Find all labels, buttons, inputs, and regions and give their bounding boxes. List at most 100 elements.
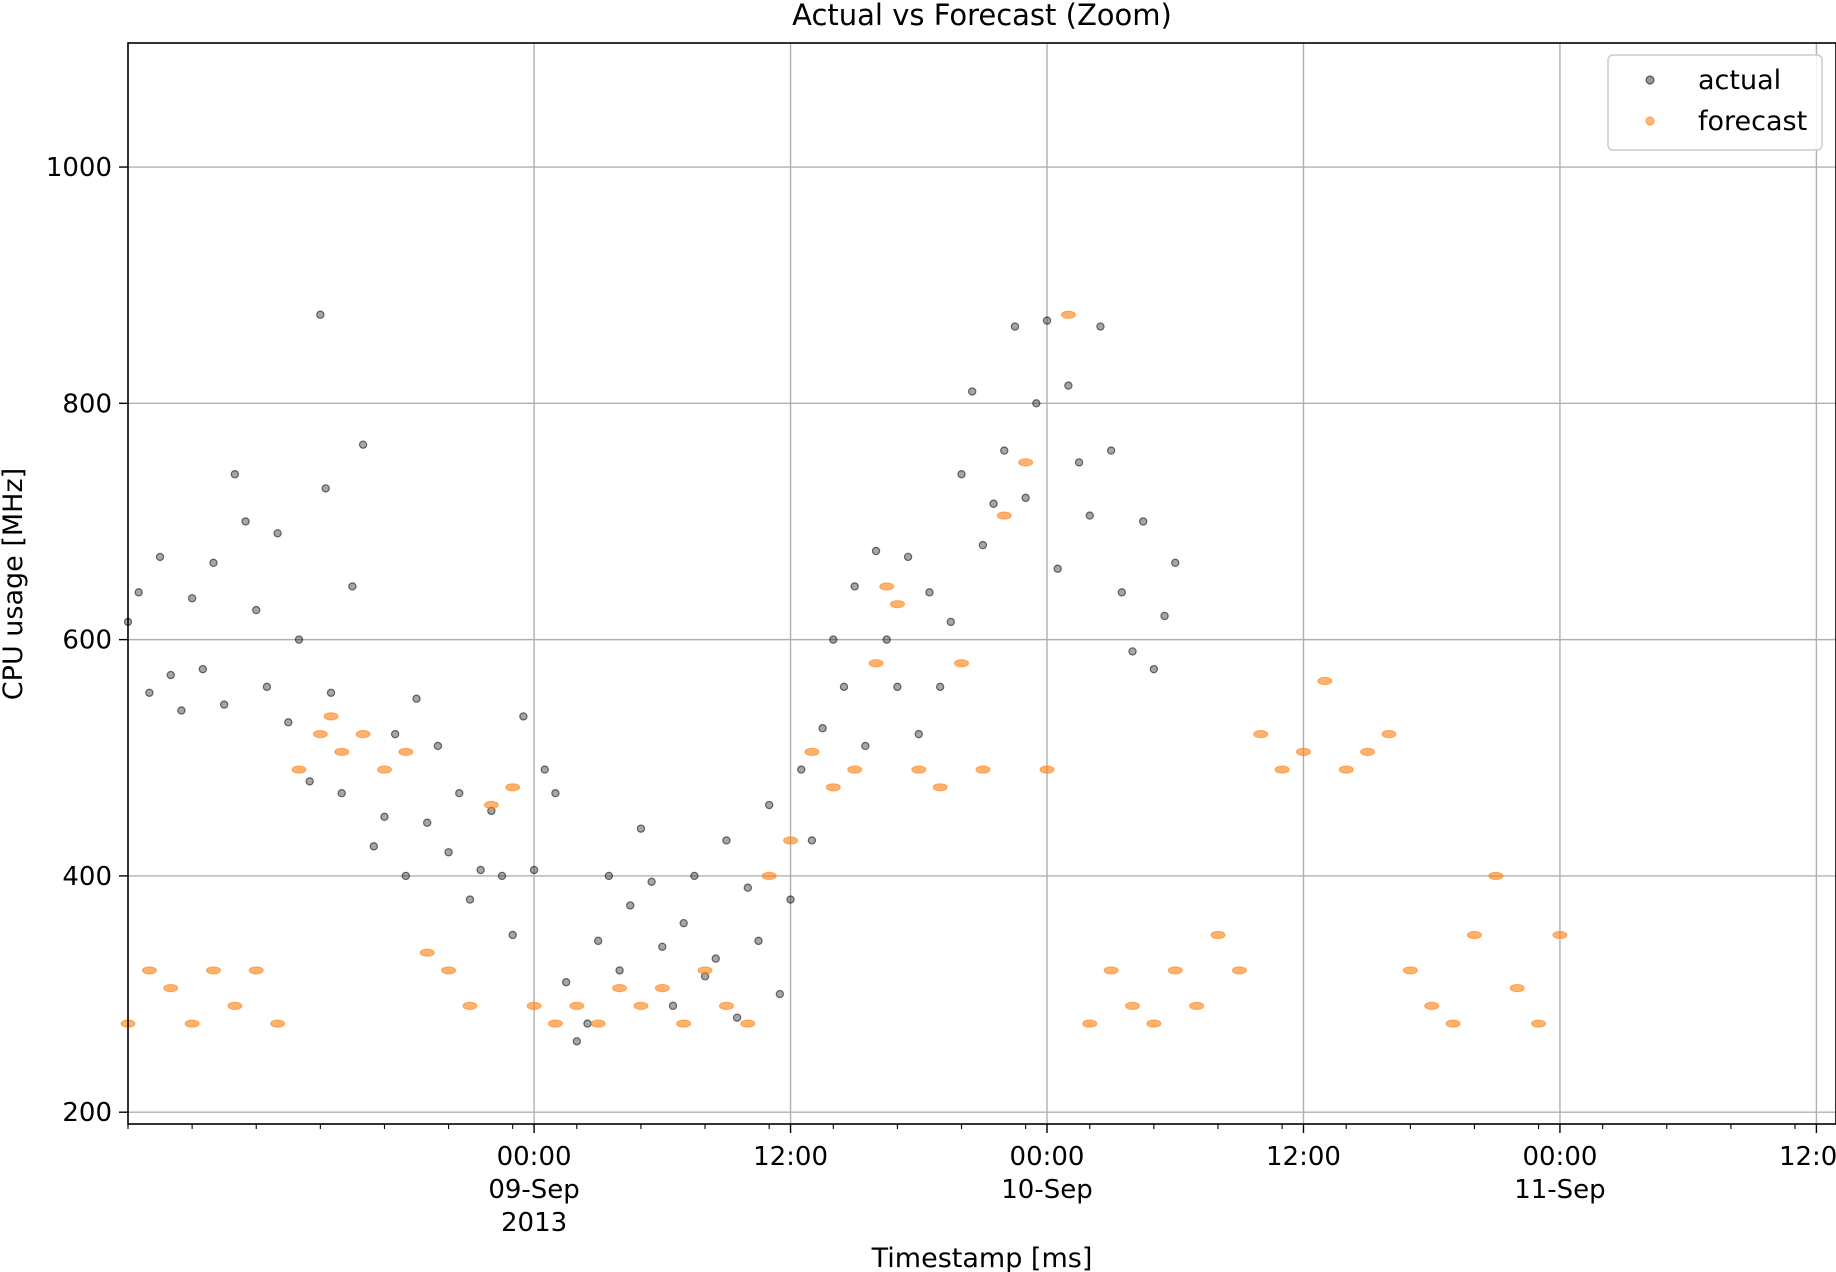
y-axis: 200 400 600 800 1000 bbox=[46, 153, 128, 1128]
actual-point bbox=[134, 588, 143, 597]
forecast-point bbox=[526, 1001, 542, 1010]
actual-point bbox=[1106, 446, 1116, 455]
actual-point bbox=[476, 865, 485, 875]
forecast-point bbox=[1531, 1019, 1547, 1028]
forecast-point bbox=[761, 871, 777, 881]
actual-point bbox=[444, 848, 453, 857]
forecast-point bbox=[398, 747, 414, 756]
actual-point bbox=[711, 954, 720, 963]
actual-point bbox=[1117, 588, 1127, 597]
x-tick-label: 09-Sep bbox=[488, 1175, 579, 1205]
actual-point bbox=[786, 895, 795, 904]
x-tick-label: 12:00 bbox=[1266, 1142, 1341, 1172]
x-tick-label: 2013 bbox=[501, 1208, 567, 1238]
actual-point bbox=[935, 682, 945, 692]
forecast-point bbox=[879, 582, 895, 591]
forecast-point bbox=[1295, 747, 1311, 756]
forecast-point bbox=[376, 765, 392, 774]
actual-point bbox=[1042, 316, 1052, 325]
forecast-point bbox=[163, 984, 179, 993]
chart-title: Actual vs Forecast (Zoom) bbox=[792, 0, 1172, 32]
forecast-point bbox=[1338, 765, 1354, 774]
actual-point bbox=[1000, 446, 1009, 455]
actual-point bbox=[433, 741, 443, 751]
actual-point bbox=[1053, 564, 1062, 573]
forecast-point bbox=[505, 783, 521, 792]
actual-point bbox=[455, 789, 464, 798]
actual-point bbox=[465, 895, 475, 904]
forecast-point bbox=[1360, 747, 1376, 756]
actual-point bbox=[658, 942, 667, 951]
y-tick-label: 600 bbox=[62, 626, 112, 656]
actual-point bbox=[1021, 493, 1030, 503]
actual-point bbox=[145, 688, 154, 697]
actual-point bbox=[321, 484, 330, 493]
series-forecast-points bbox=[120, 310, 1568, 1028]
forecast-point bbox=[932, 783, 948, 792]
y-tick-label: 200 bbox=[62, 1098, 112, 1128]
actual-point bbox=[540, 765, 549, 774]
gridlines bbox=[128, 43, 1836, 1124]
forecast-point bbox=[141, 966, 157, 975]
forecast-point bbox=[312, 730, 328, 739]
forecast-point bbox=[1039, 765, 1055, 774]
forecast-point bbox=[1060, 310, 1076, 319]
forecast-point bbox=[1424, 1001, 1440, 1010]
forecast-point bbox=[1317, 676, 1333, 686]
actual-point bbox=[508, 930, 517, 940]
forecast-point bbox=[1253, 730, 1269, 739]
actual-point bbox=[551, 789, 560, 798]
actual-point bbox=[305, 777, 314, 786]
actual-point bbox=[1074, 458, 1084, 467]
forecast-point bbox=[1466, 930, 1482, 940]
forecast-point bbox=[1189, 1001, 1205, 1010]
forecast-point bbox=[1381, 730, 1397, 739]
series-actual-points bbox=[123, 310, 1180, 1046]
legend-marker-actual bbox=[1645, 75, 1655, 85]
actual-point bbox=[903, 552, 913, 562]
forecast-point bbox=[441, 966, 457, 975]
legend-box bbox=[1607, 54, 1823, 151]
forecast-point bbox=[804, 747, 820, 756]
actual-point bbox=[626, 901, 635, 910]
forecast-point bbox=[270, 1019, 286, 1028]
forecast-point bbox=[355, 730, 371, 739]
actual-point bbox=[262, 682, 272, 692]
forecast-point bbox=[1402, 966, 1418, 975]
forecast-point bbox=[462, 1001, 478, 1010]
forecast-point bbox=[205, 966, 221, 975]
actual-point bbox=[1010, 322, 1020, 331]
actual-point bbox=[412, 694, 421, 703]
actual-point bbox=[818, 724, 827, 733]
forecast-point bbox=[954, 659, 970, 668]
actual-point bbox=[219, 700, 229, 709]
actual-point bbox=[732, 1013, 742, 1022]
forecast-point bbox=[483, 800, 499, 810]
actual-point bbox=[1138, 517, 1148, 526]
actual-point bbox=[348, 582, 357, 591]
actual-point bbox=[209, 558, 218, 568]
actual-point bbox=[754, 936, 763, 946]
actual-point bbox=[1149, 664, 1159, 674]
forecast-point bbox=[718, 1001, 734, 1010]
forecast-point bbox=[1509, 984, 1525, 993]
actual-point bbox=[1032, 399, 1041, 408]
actual-point bbox=[722, 836, 731, 845]
forecast-point bbox=[248, 966, 264, 975]
actual-point bbox=[1128, 647, 1137, 656]
forecast-point bbox=[291, 765, 307, 774]
forecast-point bbox=[676, 1019, 692, 1028]
x-tick-label: 12:00 bbox=[1779, 1142, 1836, 1172]
actual-point bbox=[775, 989, 785, 999]
actual-point bbox=[946, 617, 956, 627]
actual-point bbox=[1096, 322, 1105, 331]
actual-point bbox=[369, 842, 378, 851]
actual-point bbox=[1171, 558, 1180, 568]
actual-point bbox=[914, 729, 923, 739]
actual-point bbox=[871, 546, 881, 556]
forecast-point bbox=[825, 783, 841, 792]
forecast-point bbox=[569, 1001, 585, 1010]
actual-point bbox=[647, 877, 656, 887]
